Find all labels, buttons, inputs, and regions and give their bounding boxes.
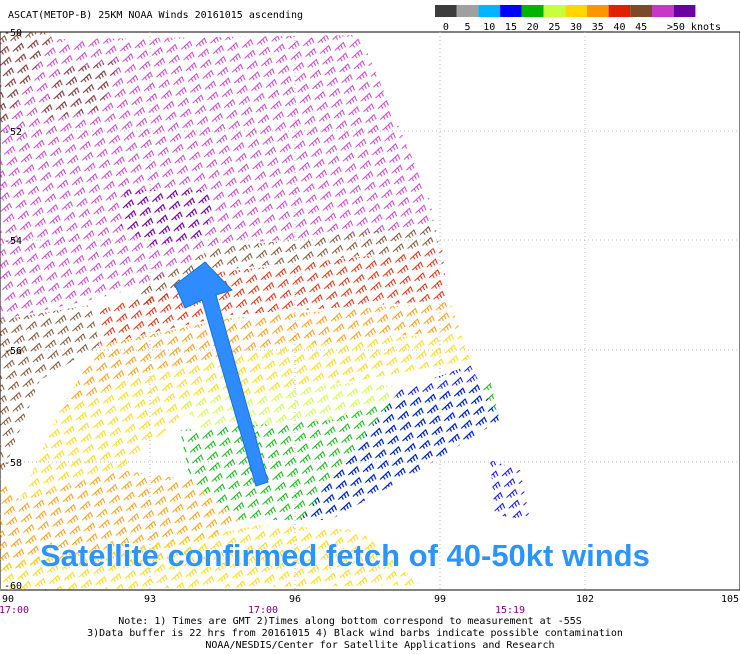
legend-label: 20 [527,22,539,33]
legend-swatch [673,5,696,17]
lon-label: 90 [2,594,14,605]
lon-label: 105 [721,594,739,605]
lat-label: -60 [4,581,22,592]
time-label: 15:19 [495,605,525,616]
legend-label: 5 [465,22,471,33]
lat-label: -58 [4,458,22,469]
legend-label: 25 [548,22,560,33]
barb-field [0,35,435,320]
note-line: 3)Data buffer is 22 hrs from 20161015 4)… [87,628,623,639]
legend-swatch [500,5,522,17]
time-label: 17:00 [0,605,29,616]
legend: 0 5 10 15 20 25 30 35 40 45 >50 knots [435,5,721,33]
title: ASCAT(METOP-B) 25KM NOAA Winds 20161015 … [8,10,303,21]
lat-label: -54 [4,236,22,247]
axis-labels: -50 -52 -54 -56 -58 -60 90 93 96 99 102 105 17:00 17:… [0,28,739,616]
barb-field [0,32,55,135]
legend-label: 35 [592,22,604,33]
wind-barbs [0,32,530,590]
note-line: Note: 1) Times are GMT 2)Times along bot… [118,616,582,627]
legend-swatch [521,5,544,17]
legend-swatch [543,5,566,17]
barb-field [300,365,500,520]
barb-field [40,60,120,120]
lat-label: -56 [4,346,22,357]
lon-label: 96 [289,594,301,605]
time-label: 17:00 [248,605,278,616]
legend-label: 30 [570,22,582,33]
lat-label: -52 [4,127,22,138]
barb-field [0,525,420,590]
barb-field [20,332,470,500]
lon-label: 102 [576,594,594,605]
legend-label: >50 knots [667,22,721,33]
lon-label: 99 [434,594,446,605]
barb-field [140,225,440,310]
barb-field [100,248,448,345]
barb-field [60,302,460,410]
legend-swatch [630,5,652,17]
legend-label: 10 [483,22,495,33]
annotation: Satellite confirmed fetch of 40-50kt win… [40,538,650,573]
legend-swatch [565,5,587,17]
note-line: NOAA/NESDIS/Center for Satellite Applica… [205,640,554,650]
barb-field [0,305,100,480]
legend-swatch [435,5,457,17]
legend-label: 45 [635,22,647,33]
legend-label: 15 [505,22,517,33]
arrow [174,261,269,487]
lon-label: 93 [144,594,156,605]
legend-label: 0 [443,22,449,33]
barb-field [120,190,215,245]
legend-swatch [652,5,674,17]
legend-label: 40 [613,22,625,33]
legend-swatch [608,5,631,17]
legend-swatch [478,5,501,17]
lat-label: -50 [4,28,22,39]
barb-field [490,460,530,520]
legend-swatch [586,5,609,17]
legend-swatch [456,5,479,17]
